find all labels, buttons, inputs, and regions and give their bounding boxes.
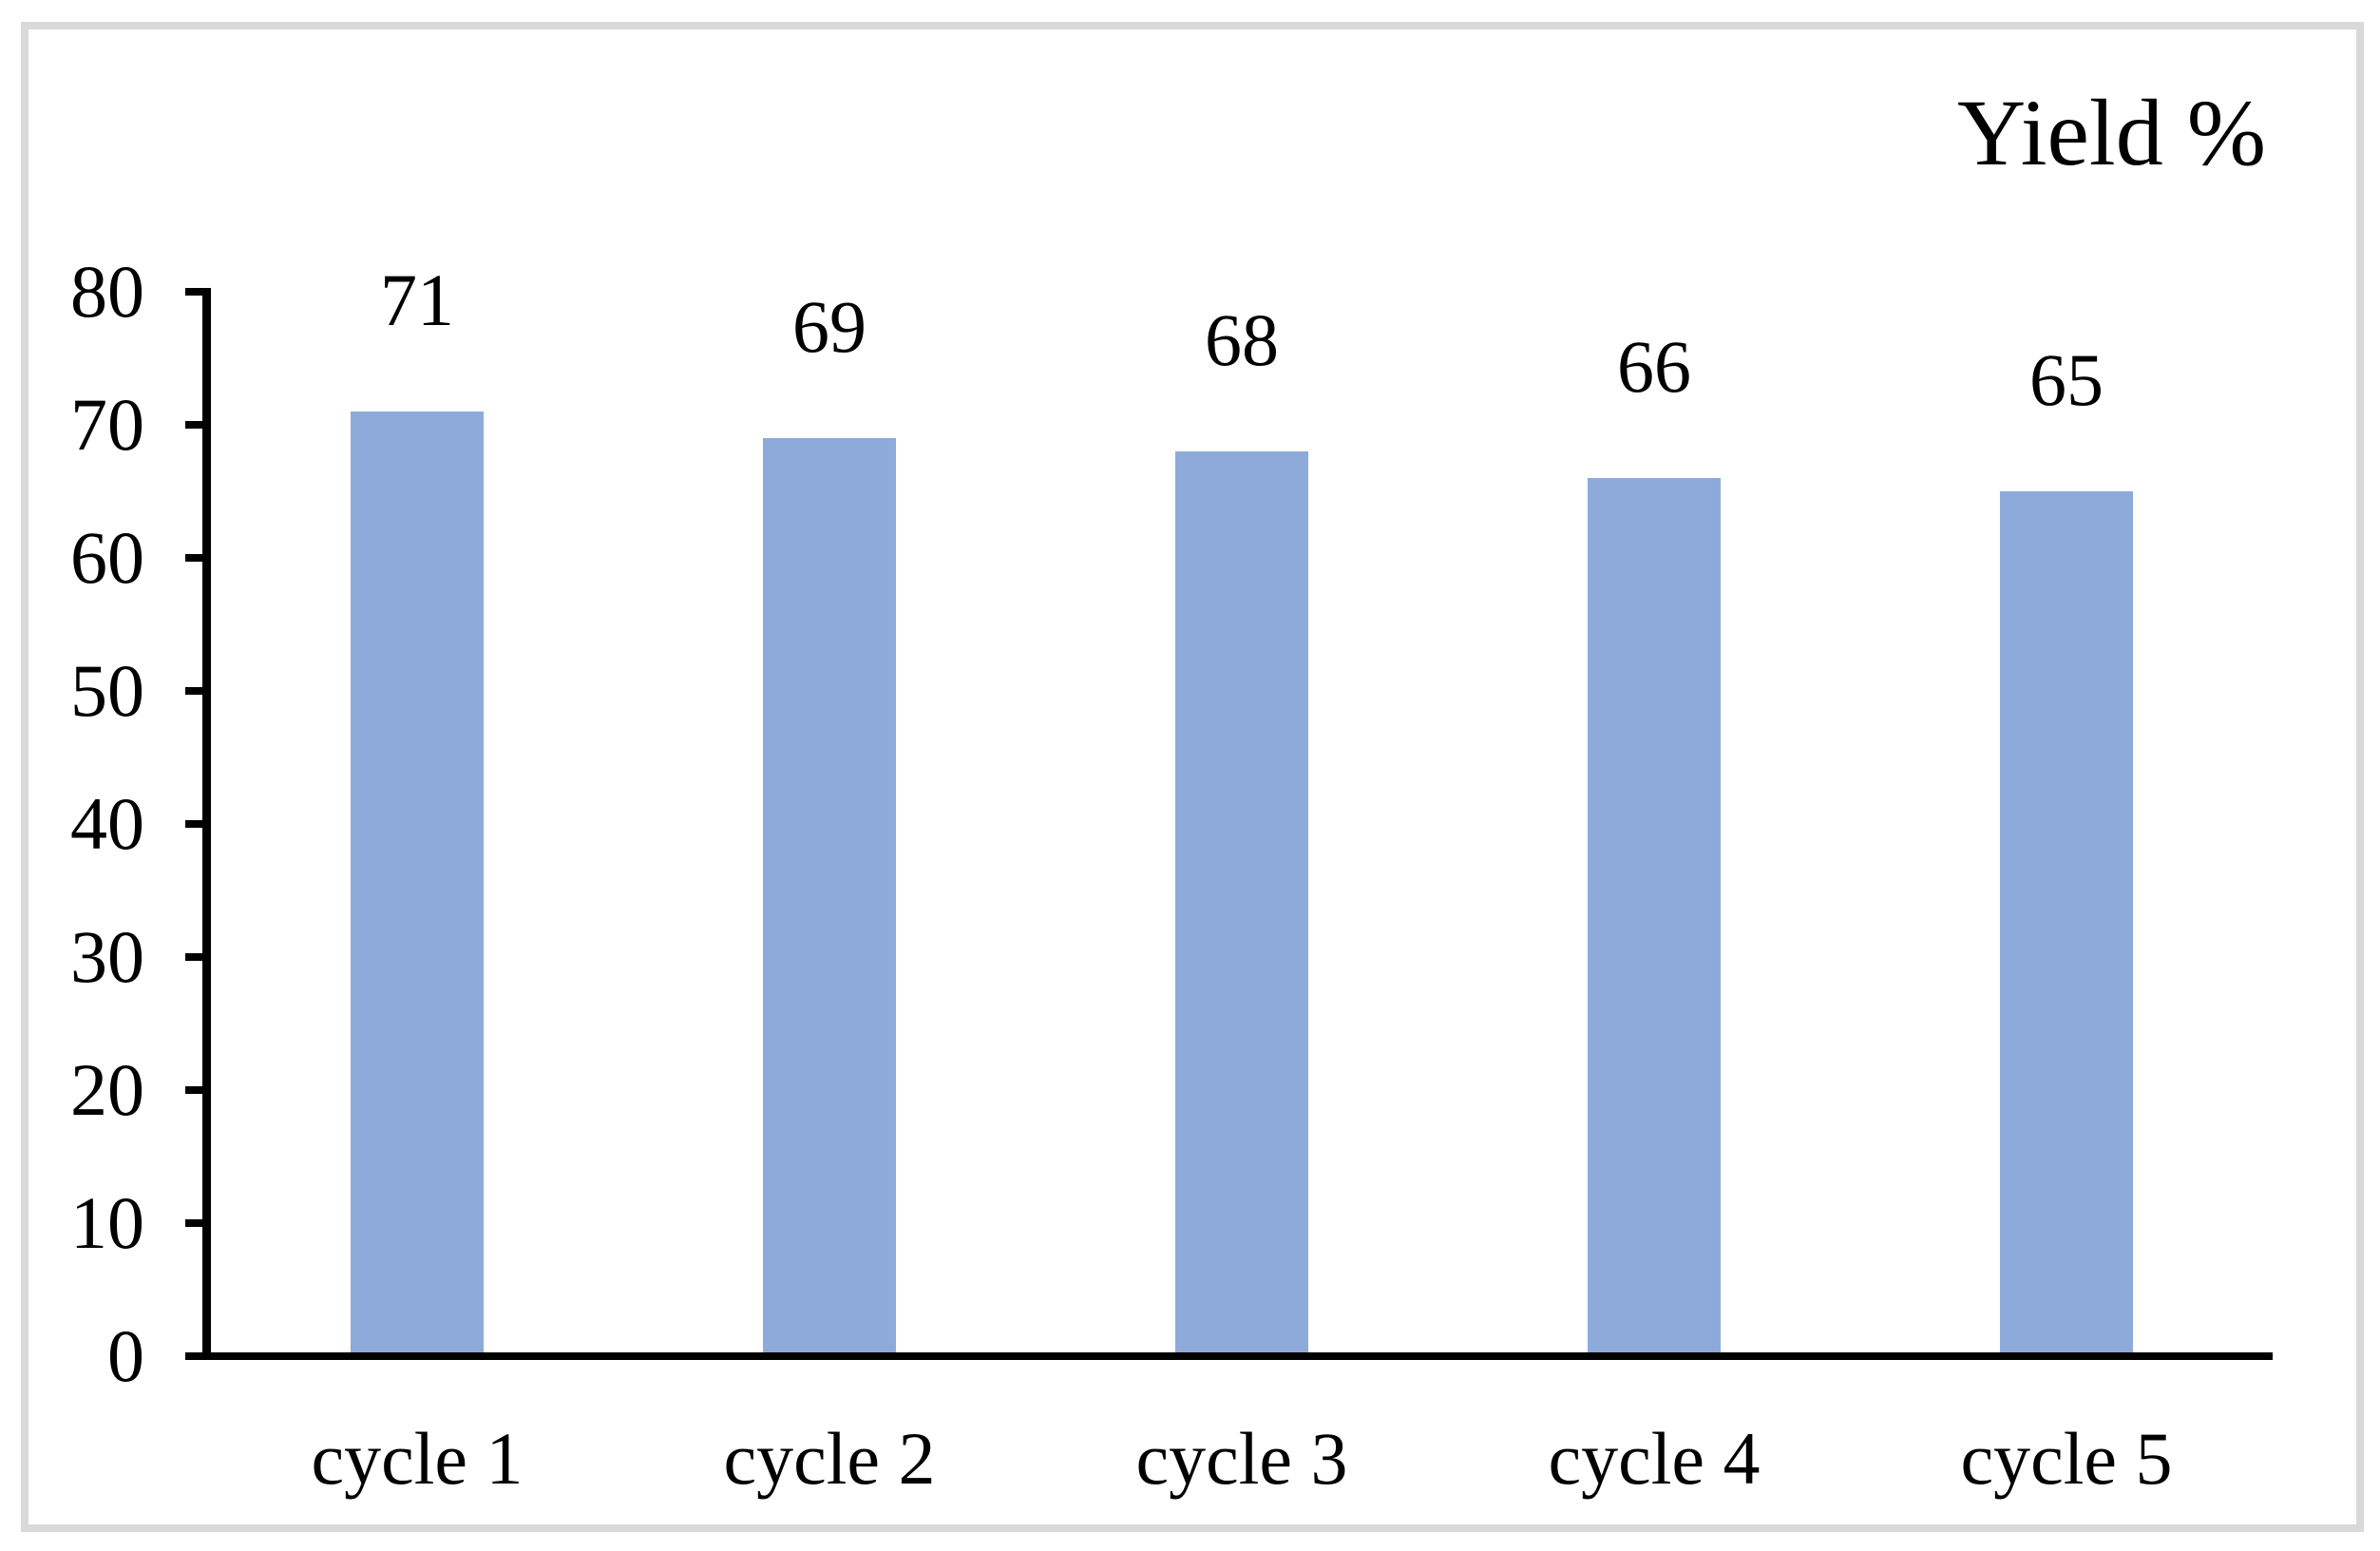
y-axis-tick-label: 0: [107, 1314, 144, 1397]
y-axis-tick-label: 10: [70, 1181, 144, 1264]
chart-frame-border: [21, 22, 2364, 1532]
y-axis-tick-label: 20: [70, 1048, 144, 1131]
y-axis-tick-label: 30: [70, 915, 144, 998]
y-axis-tick: [185, 953, 211, 961]
bar-cycle-4: [1588, 478, 1721, 1352]
bar-value-label: 66: [1617, 325, 1691, 408]
bar-cycle-3: [1175, 451, 1308, 1352]
y-axis-tick: [185, 820, 211, 828]
y-axis-tick: [185, 421, 211, 429]
y-axis-tick: [185, 1086, 211, 1094]
y-axis-tick-label: 40: [70, 782, 144, 865]
x-axis-category-label: cycle 4: [1548, 1417, 1761, 1500]
bar-value-label: 71: [380, 258, 454, 341]
y-axis-tick: [185, 554, 211, 562]
chart-title: Yield %: [1957, 80, 2266, 185]
bar-cycle-5: [2000, 491, 2133, 1352]
y-axis-tick: [185, 1352, 211, 1360]
bar-value-label: 65: [2029, 338, 2104, 421]
x-axis-category-label: cycle 3: [1135, 1417, 1348, 1500]
y-axis-tick-label: 50: [70, 649, 144, 732]
bar-value-label: 69: [792, 285, 866, 368]
bar-cycle-2: [763, 438, 896, 1352]
bar-cycle-1: [351, 412, 484, 1352]
y-axis-tick-label: 60: [70, 516, 144, 599]
y-axis-tick-label: 70: [70, 383, 144, 466]
bar-value-label: 68: [1205, 298, 1279, 381]
y-axis-tick: [185, 1219, 211, 1227]
x-axis-category-label: cycle 2: [723, 1417, 936, 1500]
y-axis-tick-label: 80: [70, 250, 144, 333]
x-axis-category-label: cycle 5: [1960, 1417, 2173, 1500]
x-axis-category-label: cycle 1: [311, 1417, 524, 1500]
y-axis-tick: [185, 288, 211, 296]
y-axis-tick: [185, 687, 211, 695]
x-axis-line: [202, 1352, 2273, 1360]
